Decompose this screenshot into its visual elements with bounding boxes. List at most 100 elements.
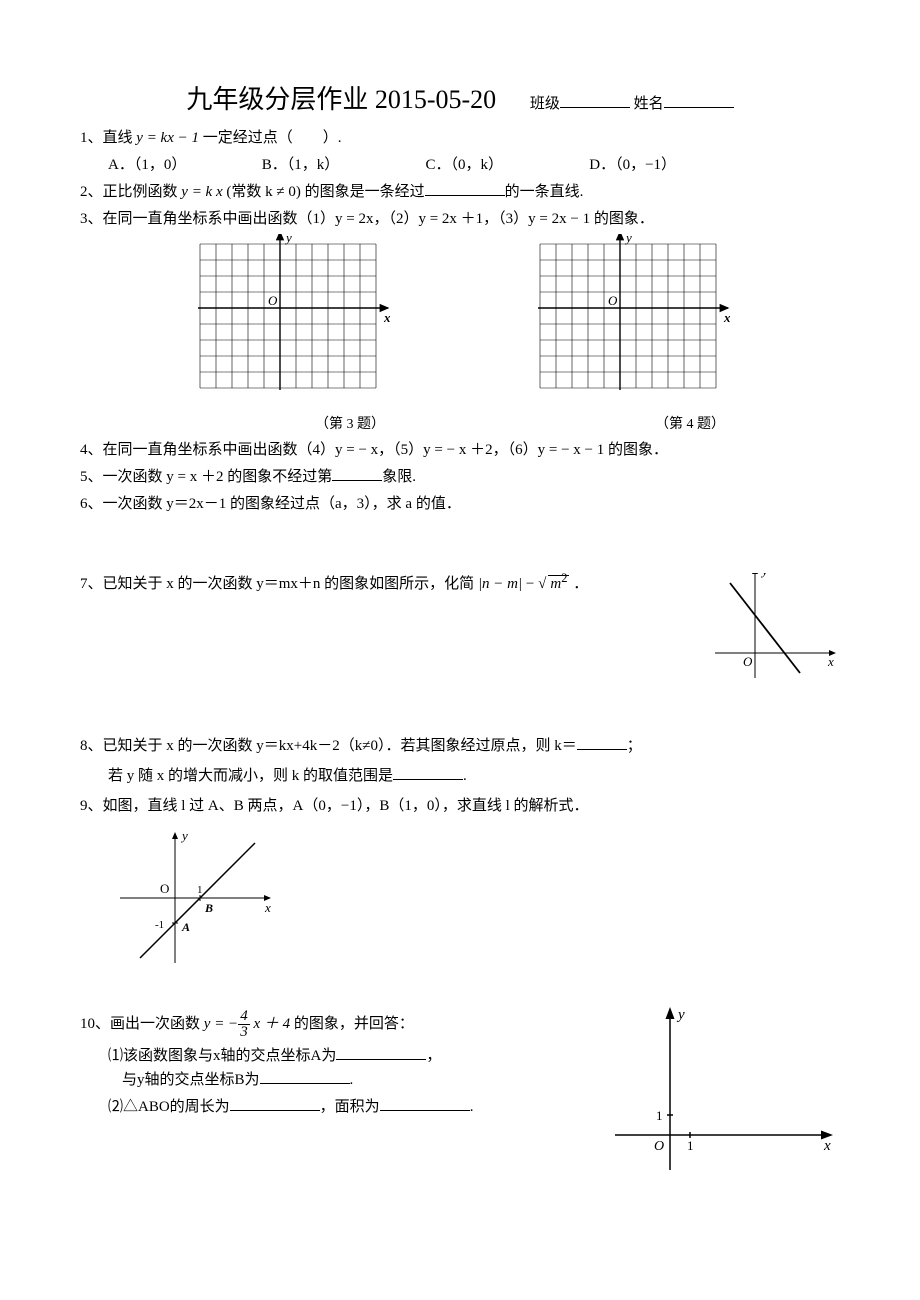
svg-text:x: x bbox=[383, 310, 390, 325]
q10-p1c: 与y轴的交点坐标B为 bbox=[122, 1072, 260, 1088]
question-3: 3、在同一直角坐标系中画出函数（1）y = 2x，（2）y = 2x ＋1，（3… bbox=[80, 208, 840, 231]
q5-tb: 象限. bbox=[382, 469, 416, 485]
svg-text:x: x bbox=[264, 900, 271, 915]
svg-text:O: O bbox=[608, 293, 618, 308]
q2-tb: 的图象是一条经过 bbox=[301, 184, 425, 200]
q2-blank[interactable] bbox=[425, 180, 505, 196]
question-7: x y O 7、已知关于 x 的一次函数 y＝mx＋n 的图象如图所示，化简 |… bbox=[80, 573, 840, 683]
q10-fd: 3 bbox=[238, 1025, 250, 1040]
header: 九年级分层作业 2015-05-20 班级 姓名 bbox=[80, 80, 840, 119]
q7-m: m bbox=[550, 576, 561, 592]
svg-text:-1: -1 bbox=[155, 919, 164, 931]
svg-text:O: O bbox=[268, 293, 278, 308]
q5-num: 5、 bbox=[80, 469, 103, 485]
q1-text-b: 一定经过点（ ）. bbox=[199, 130, 342, 146]
q2-tc: 的一条直线. bbox=[505, 184, 584, 200]
caption-right: （第 4 题） bbox=[650, 414, 730, 435]
q10-blank-a[interactable] bbox=[336, 1044, 426, 1060]
q10-ta: 画出一次函数 bbox=[110, 1016, 204, 1032]
q1-choice-a[interactable]: A．（1，0） bbox=[108, 154, 258, 177]
grid-svg-left: y x O bbox=[190, 234, 390, 404]
q10-tb: 的图象，并回答： bbox=[294, 1016, 414, 1032]
grid-left: y x O （第 3 题） bbox=[190, 234, 390, 435]
class-blank[interactable] bbox=[560, 92, 630, 108]
grid-row: y x O （第 3 题） y x O （第 4 题） bbox=[80, 234, 840, 435]
svg-text:1: 1 bbox=[197, 884, 203, 896]
q5-blank[interactable] bbox=[332, 465, 382, 481]
q1-choices: A．（1，0） B．（1，k） C．（0，k） D．（0，−1） bbox=[108, 154, 840, 177]
q2-cond: (常数 k ≠ 0) bbox=[226, 184, 300, 200]
q9-diagram: x y O 1 B -1 A bbox=[110, 828, 280, 968]
q3-text: 在同一直角坐标系中画出函数（1）y = 2x，（2）y = 2x ＋1，（3）y… bbox=[103, 211, 654, 227]
q10-p1: ⑴该函数图象与x轴的交点坐标A为， 与y轴的交点坐标B为. bbox=[108, 1044, 570, 1091]
svg-text:y: y bbox=[624, 234, 632, 245]
q10-eqpost: x ＋ 4 bbox=[250, 1016, 290, 1032]
q2-ta: 正比例函数 bbox=[103, 184, 182, 200]
q2-num: 2、 bbox=[80, 184, 103, 200]
svg-text:y: y bbox=[676, 1007, 685, 1023]
q10-stem: 10、画出一次函数 y = −43 x ＋ 4 的图象，并回答： bbox=[80, 1009, 570, 1040]
q1-choice-d[interactable]: D．（0，−1） bbox=[589, 154, 739, 177]
q7-y-label: y bbox=[760, 573, 768, 578]
q8-blank1[interactable] bbox=[577, 734, 627, 750]
q6-text: 一次函数 y＝2x－1 的图象经过点（a，3），求 a 的值． bbox=[103, 496, 461, 512]
q7-x-label: x bbox=[827, 654, 834, 669]
q7-ta: 已知关于 x 的一次函数 y＝mx＋n 的图象如图所示，化简 bbox=[103, 576, 475, 592]
spacer-q6 bbox=[80, 519, 840, 569]
q10-p1b: ， bbox=[426, 1048, 441, 1064]
question-4: 4、在同一直角坐标系中画出函数（4）y = − x，（5）y = − x ＋2，… bbox=[80, 439, 840, 462]
q7-sqrt: m2 bbox=[548, 575, 569, 592]
question-1: 1、直线 y = kx − 1 一定经过点（ ）. bbox=[80, 127, 840, 150]
q9-num: 9、 bbox=[80, 798, 103, 814]
svg-text:y: y bbox=[180, 828, 188, 843]
svg-text:B: B bbox=[204, 901, 213, 915]
question-8: 8、已知关于 x 的一次函数 y＝kx+4k－2（k≠0）．若其图象经过原点，则… bbox=[80, 731, 840, 791]
q1-num: 1、 bbox=[80, 130, 103, 146]
question-5: 5、一次函数 y = x ＋2 的图象不经过第 象限. bbox=[80, 465, 840, 489]
q8-ta: 已知关于 x 的一次函数 y＝kx+4k－2（k≠0）．若其图象经过原点，则 k… bbox=[103, 738, 577, 754]
name-blank[interactable] bbox=[664, 92, 734, 108]
question-2: 2、正比例函数 y = k x (常数 k ≠ 0) 的图象是一条经过 的一条直线… bbox=[80, 180, 840, 204]
svg-text:O: O bbox=[654, 1139, 664, 1154]
q1-eq: y = kx − 1 bbox=[136, 130, 199, 146]
svg-text:y: y bbox=[284, 234, 292, 245]
q10-p2c: . bbox=[470, 1099, 474, 1115]
q10-blank-c[interactable] bbox=[230, 1095, 320, 1111]
svg-text:x: x bbox=[823, 1138, 831, 1154]
q2-eq: y = k x bbox=[181, 184, 222, 200]
grid-svg-right: y x O bbox=[530, 234, 730, 404]
q10-fn: 4 bbox=[238, 1009, 250, 1025]
q7-num: 7、 bbox=[80, 576, 103, 592]
q8-tb: ； bbox=[627, 738, 642, 754]
grid-right: y x O （第 4 题） bbox=[530, 234, 730, 435]
spacer-q9 bbox=[80, 985, 840, 1005]
q10-p2: ⑵△ABO的周长为，面积为. bbox=[108, 1095, 570, 1119]
q10-eq: y = −43 x ＋ 4 bbox=[204, 1016, 294, 1032]
q7-abs: |n − m| bbox=[478, 576, 522, 592]
q10-num: 10、 bbox=[80, 1016, 110, 1032]
q10-blank-d[interactable] bbox=[380, 1095, 470, 1111]
class-label: 班级 姓名 bbox=[530, 96, 734, 112]
svg-text:x: x bbox=[723, 310, 730, 325]
q8-blank2[interactable] bbox=[393, 764, 463, 780]
q7-diagram: x y O bbox=[710, 573, 840, 683]
q10-p2a: ⑵△ABO的周长为 bbox=[108, 1099, 230, 1115]
q7-period: ． bbox=[569, 576, 588, 592]
q7-o-label: O bbox=[743, 654, 753, 669]
q9-text: 如图，直线 l 过 A、B 两点，A（0，−1），B（1，0），求直线 l 的解… bbox=[103, 798, 589, 814]
question-9: 9、如图，直线 l 过 A、B 两点，A（0，−1），B（1，0），求直线 l … bbox=[80, 795, 840, 818]
svg-text:O: O bbox=[160, 881, 169, 896]
q4-text: 在同一直角坐标系中画出函数（4）y = − x，（5）y = − x ＋2，（6… bbox=[103, 442, 668, 458]
class-text: 班级 bbox=[530, 96, 560, 112]
q5-ta: 一次函数 y = x ＋2 的图象不经过第 bbox=[103, 469, 333, 485]
page-title: 九年级分层作业 2015-05-20 bbox=[186, 85, 496, 114]
q1-choice-b[interactable]: B．（1，k） bbox=[262, 154, 422, 177]
svg-text:1: 1 bbox=[656, 1108, 663, 1123]
caption-left: （第 3 题） bbox=[310, 414, 390, 435]
question-6: 6、一次函数 y＝2x－1 的图象经过点（a，3），求 a 的值． bbox=[80, 493, 840, 516]
q10-p1a: ⑴该函数图象与x轴的交点坐标A为 bbox=[108, 1048, 336, 1064]
q1-choice-c[interactable]: C．（0，k） bbox=[426, 154, 586, 177]
q10-blank-b[interactable] bbox=[260, 1068, 350, 1084]
q7-radical bbox=[538, 576, 546, 592]
q10-eqpre: y = − bbox=[204, 1016, 238, 1032]
